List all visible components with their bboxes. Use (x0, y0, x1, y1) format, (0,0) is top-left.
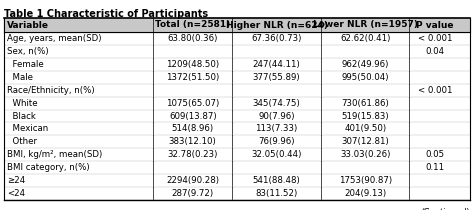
Text: Age, years, mean(SD): Age, years, mean(SD) (7, 34, 101, 43)
Text: 541(88.48): 541(88.48) (253, 176, 301, 185)
Text: 1753(90.87): 1753(90.87) (338, 176, 392, 185)
Bar (4, 84, 470, 97)
Bar (4, 45, 470, 58)
Text: 1372(51.50): 1372(51.50) (166, 73, 219, 82)
Text: P value: P value (416, 21, 454, 29)
Text: Total (n=2581): Total (n=2581) (155, 21, 230, 29)
Bar (4, 18, 470, 32)
Text: <24: <24 (7, 189, 25, 198)
Text: 962(49.96): 962(49.96) (341, 60, 389, 69)
Text: 33.03(0.26): 33.03(0.26) (340, 150, 390, 159)
Text: 1075(65.07): 1075(65.07) (166, 98, 219, 108)
Text: 32.78(0.23): 32.78(0.23) (167, 150, 218, 159)
Text: Female: Female (7, 60, 44, 69)
Bar (4, 58, 470, 71)
Text: (Continued): (Continued) (420, 208, 470, 210)
Text: Black: Black (7, 112, 36, 121)
Text: 514(8.96): 514(8.96) (172, 124, 214, 133)
Text: 377(55.89): 377(55.89) (253, 73, 301, 82)
Text: 401(9.50): 401(9.50) (344, 124, 386, 133)
Text: White: White (7, 98, 37, 108)
Text: BMI, kg/m², mean(SD): BMI, kg/m², mean(SD) (7, 150, 102, 159)
Text: 0.11: 0.11 (426, 163, 445, 172)
Text: 63.80(0.36): 63.80(0.36) (167, 34, 218, 43)
Text: 0.04: 0.04 (426, 47, 445, 56)
Text: Race/Ethnicity, n(%): Race/Ethnicity, n(%) (7, 86, 95, 95)
Text: 307(12.81): 307(12.81) (341, 137, 389, 146)
Text: 383(12.10): 383(12.10) (169, 137, 217, 146)
Text: 609(13.87): 609(13.87) (169, 112, 217, 121)
Text: 32.05(0.44): 32.05(0.44) (251, 150, 302, 159)
Text: 730(61.86): 730(61.86) (341, 98, 389, 108)
Text: 995(50.04): 995(50.04) (341, 73, 389, 82)
Text: ≥24: ≥24 (7, 176, 25, 185)
Bar (4, 71, 470, 84)
Text: 1209(48.50): 1209(48.50) (166, 60, 219, 69)
Bar (4, 174, 470, 187)
Text: Mexican: Mexican (7, 124, 48, 133)
Text: 519(15.83): 519(15.83) (341, 112, 389, 121)
Text: Table 1 Characteristic of Participants: Table 1 Characteristic of Participants (4, 9, 208, 19)
Bar (4, 161, 470, 174)
Text: 345(74.75): 345(74.75) (253, 98, 301, 108)
Text: < 0.001: < 0.001 (418, 34, 452, 43)
Text: BMI category, n(%): BMI category, n(%) (7, 163, 90, 172)
Bar (4, 32, 470, 45)
Text: Male: Male (7, 73, 33, 82)
Text: Variable: Variable (7, 21, 49, 29)
Bar (4, 148, 470, 161)
Text: 204(9.13): 204(9.13) (344, 189, 386, 198)
Text: 113(7.33): 113(7.33) (255, 124, 298, 133)
Text: 287(9.72): 287(9.72) (172, 189, 214, 198)
Text: 90(7.96): 90(7.96) (258, 112, 295, 121)
Text: 67.36(0.73): 67.36(0.73) (251, 34, 302, 43)
Bar (4, 97, 470, 110)
Text: 83(11.52): 83(11.52) (255, 189, 298, 198)
Text: Sex, n(%): Sex, n(%) (7, 47, 49, 56)
Bar (4, 122, 470, 135)
Text: 247(44.11): 247(44.11) (253, 60, 301, 69)
Text: Other: Other (7, 137, 37, 146)
Text: 0.05: 0.05 (426, 150, 445, 159)
Bar (4, 110, 470, 122)
Text: 2294(90.28): 2294(90.28) (166, 176, 219, 185)
Bar (4, 187, 470, 200)
Text: 76(9.96): 76(9.96) (258, 137, 295, 146)
Text: < 0.001: < 0.001 (418, 86, 452, 95)
Text: Higher NLR (n=624): Higher NLR (n=624) (226, 21, 328, 29)
Text: Lower NLR (n=1957): Lower NLR (n=1957) (313, 21, 418, 29)
Bar (4, 135, 470, 148)
Text: 62.62(0.41): 62.62(0.41) (340, 34, 390, 43)
